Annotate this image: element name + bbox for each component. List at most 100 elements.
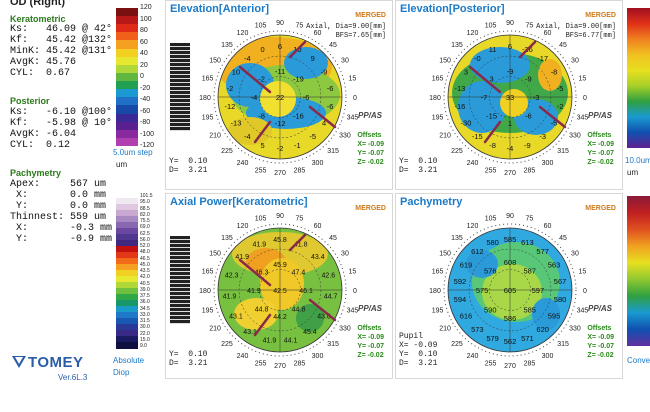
- angle-label: 315: [327, 148, 339, 155]
- color-region: [500, 89, 528, 117]
- angle-label: 75: [296, 216, 304, 223]
- map-value: 620: [536, 325, 549, 334]
- scale-swatch: [116, 306, 138, 313]
- map-value: 3: [464, 68, 468, 77]
- eye-label: OD (Right): [10, 0, 65, 8]
- scale-tick: 75.5: [140, 218, 150, 224]
- pp-as-label: PP/AS: [357, 304, 382, 313]
- scale-swatch: [116, 32, 138, 41]
- pachymetry-panel[interactable]: Pachymetry MERGED 90 105 120 135 150 165 180 19…: [395, 193, 623, 379]
- axial-scale-bar: [116, 198, 138, 349]
- scale-swatch: [116, 342, 138, 349]
- elevation-scale-bar: [116, 8, 138, 147]
- angle-label: 105: [485, 216, 497, 223]
- map-value: -8: [489, 141, 496, 150]
- offsets-info: Offsets X= -0.09 Y= -0.07 Z= -0.02: [587, 132, 614, 166]
- angle-label: 165: [202, 76, 214, 83]
- offsets-info: Offsets X= -0.09 Y= -0.07 Z= -0.02: [587, 325, 614, 359]
- pachy-apex: Apex: 567 um: [10, 179, 107, 190]
- angle-label: 60: [314, 30, 322, 37]
- map-value: 575: [476, 286, 489, 295]
- axis-marker: [538, 105, 567, 129]
- map-value: -2: [557, 102, 564, 111]
- axis-marker: [468, 65, 502, 94]
- scale-tick: -100: [140, 130, 155, 138]
- scale-tick: 69.0: [140, 224, 150, 231]
- map-value: 43.6: [317, 313, 331, 320]
- angle-label: 30: [341, 251, 349, 258]
- post-cyl: CYL: 0.12: [10, 140, 71, 151]
- scale-tick: 48.0: [140, 249, 150, 256]
- post-avgk: AvgK: -6.04: [10, 129, 77, 140]
- right-scale-bottom-caption: Conve: [627, 356, 650, 365]
- angle-label: 225: [221, 341, 233, 348]
- angle-label: 330: [339, 133, 351, 140]
- map-value: 580: [554, 295, 567, 304]
- scale-tick: 56.0: [140, 236, 150, 243]
- scale-tick: 22.0: [140, 330, 150, 337]
- scale-swatch: [116, 300, 138, 307]
- map-readout: Pupil X= -0.09 Y= 0.10 D= 3.21: [399, 332, 438, 368]
- scale-swatch: [116, 81, 138, 90]
- map-value: -4: [507, 144, 514, 153]
- scale-tick: 40.5: [140, 280, 150, 287]
- angle-label: 105: [485, 23, 497, 30]
- color-region: [532, 298, 560, 330]
- angle-label: 90: [276, 213, 284, 220]
- color-region: [260, 258, 304, 310]
- elevation-anterior-panel[interactable]: Elevation[Anterior] MERGED Axial, Dia=9.…: [165, 0, 393, 190]
- angle-label: 60: [544, 30, 552, 37]
- map-value: 619: [460, 261, 473, 270]
- map-value: 594: [454, 295, 467, 304]
- map-value: 6: [508, 42, 512, 51]
- angle-label: 255: [255, 360, 267, 367]
- map-value: 41.9: [247, 288, 261, 295]
- map-value: -0: [474, 54, 481, 63]
- angle-label: 135: [451, 235, 463, 242]
- map-readout: Y= 0.10 D= 3.21: [169, 157, 208, 175]
- map-value: -17: [537, 54, 548, 63]
- pachymetry-title: Pachymetry: [10, 168, 62, 178]
- angle-label: 180: [429, 288, 441, 295]
- map-dotted-ring: [443, 223, 577, 357]
- scale-swatch: [116, 129, 138, 139]
- post-ks: Ks: -6.10 @100°: [10, 107, 113, 118]
- angle-label: 270: [274, 170, 286, 177]
- angle-label: 285: [294, 167, 306, 174]
- elevation-posterior-panel[interactable]: Elevation[Posterior] MERGED Axial, Dia=9…: [395, 0, 623, 190]
- map-value: -2: [227, 84, 234, 93]
- axial-power-panel[interactable]: Axial Power[Keratometric] MERGED 90 105 12…: [165, 193, 393, 379]
- map-value: 608: [504, 258, 517, 267]
- map-value: 22: [276, 93, 284, 102]
- scale-tick: 45.0: [140, 261, 150, 268]
- scale-swatch: [116, 276, 138, 283]
- map-value: 612: [471, 247, 484, 256]
- scale-tick: 100: [140, 15, 152, 23]
- scale-swatch: [116, 288, 138, 295]
- angle-label: 330: [339, 326, 351, 333]
- angle-label: 150: [439, 58, 451, 65]
- map-value: -8: [258, 111, 265, 120]
- map-value: 42.6: [322, 272, 336, 279]
- scale-swatch: [116, 121, 138, 131]
- angle-label: 225: [451, 148, 463, 155]
- scale-tick: 62.5: [140, 230, 150, 237]
- map-value: -9: [524, 141, 531, 150]
- map-value: -4: [244, 54, 251, 63]
- angle-label: 315: [557, 341, 569, 348]
- color-region: [538, 59, 562, 91]
- angle-label: 75: [526, 23, 534, 30]
- angle-label: 45: [329, 42, 337, 49]
- axial-scale-unit: Diop: [113, 368, 130, 377]
- scale-swatch: [116, 16, 138, 25]
- map-value: -2: [277, 144, 284, 153]
- map-value: 579: [486, 334, 499, 343]
- map-readout: Y= 0.10 D= 3.21: [399, 157, 438, 175]
- angle-label: 345: [577, 114, 589, 121]
- map-value: 580: [486, 238, 499, 247]
- map-value: 6: [278, 42, 282, 51]
